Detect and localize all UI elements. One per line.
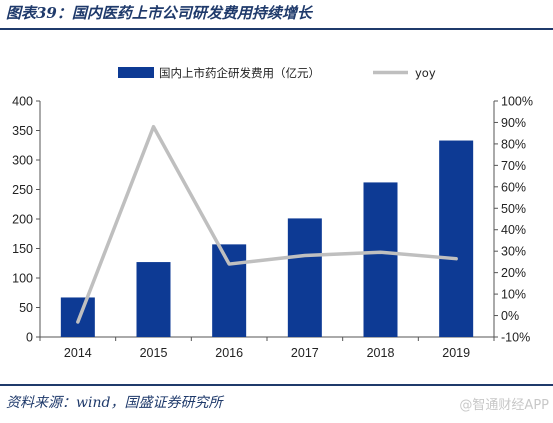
bar-2019 [439,140,474,337]
x-tick-label: 2016 [215,346,243,360]
left-tick-label: 250 [12,183,33,197]
bar-2016 [212,244,247,337]
right-tick-label: 70% [501,159,526,173]
legend-bar-swatch [118,67,154,78]
x-tick-label: 2017 [291,346,319,360]
figure-title: 图表39：国内医药上市公司研发费用持续增长 [6,4,312,22]
watermark: @智通财经APP [459,398,549,413]
legend-bar-label: 国内上市药企研发费用（亿元） [159,66,320,80]
right-tick-label: 0% [501,309,519,323]
right-tick-label: 50% [501,202,526,216]
source-note: 资料来源：wind，国盛证券研究所 [6,395,223,411]
left-tick-label: 50 [19,301,33,315]
x-tick-label: 2014 [64,346,92,360]
left-tick-label: 300 [12,154,33,168]
legend-line-label: yoy [415,66,436,80]
x-tick-label: 2018 [367,346,395,360]
right-tick-label: 60% [501,180,526,194]
left-tick-label: 400 [12,95,33,109]
bar-2017 [287,218,322,337]
left-tick-label: 0 [26,331,33,345]
right-tick-label: -10% [501,331,530,345]
right-tick-label: 80% [501,137,526,151]
yoy-line [76,124,458,324]
right-tick-label: 20% [501,266,526,280]
footer-rule [0,384,553,386]
right-tick-label: 100% [501,95,533,109]
x-tick-label: 2015 [140,346,168,360]
right-tick-label: 10% [501,288,526,302]
left-tick-label: 350 [12,124,33,138]
left-tick-label: 150 [12,242,33,256]
title-rule [0,28,553,30]
x-tick-label: 2019 [442,346,470,360]
bar-2015 [136,262,171,337]
right-tick-label: 40% [501,223,526,237]
left-tick-label: 200 [12,213,33,227]
right-tick-label: 90% [501,116,526,130]
left-tick-label: 100 [12,272,33,286]
right-tick-label: 30% [501,245,526,259]
bar-2018 [363,182,398,337]
